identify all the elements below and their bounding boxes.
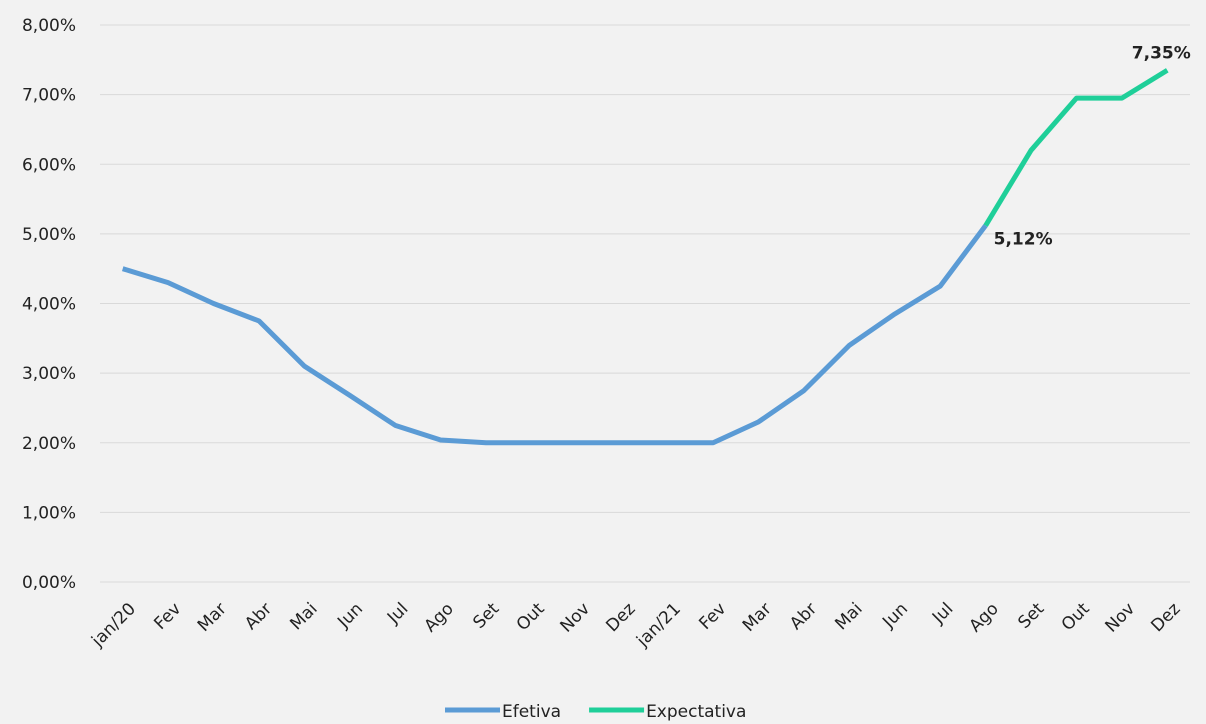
- x-tick-label: Mar: [194, 599, 231, 636]
- y-tick-label: 3,00%: [22, 364, 76, 384]
- x-tick-label: Nov: [556, 599, 594, 637]
- line: [983, 68, 1169, 227]
- x-tick-label: Jun: [878, 599, 912, 633]
- x-tick-label: Out: [513, 599, 549, 635]
- y-tick-label: 0,00%: [22, 573, 76, 593]
- data-label: 7,35%: [1132, 43, 1191, 63]
- line: [121, 224, 988, 446]
- x-tick-label: Abr: [241, 599, 276, 634]
- x-tick-label: Mar: [739, 599, 776, 636]
- y-tick-label: 2,00%: [22, 434, 76, 454]
- y-tick-label: 8,00%: [22, 16, 76, 36]
- x-tick-label: Fev: [695, 599, 730, 634]
- x-tick-label: jan/20: [87, 599, 140, 652]
- legend-label: Expectativa: [646, 702, 746, 722]
- y-tick-label: 1,00%: [22, 503, 76, 523]
- x-tick-label: Mai: [831, 599, 866, 634]
- x-tick-label: Ago: [965, 599, 1002, 636]
- x-tick-label: Mai: [286, 599, 321, 634]
- x-tick-label: Jul: [383, 599, 412, 628]
- y-tick-label: 6,00%: [22, 155, 76, 175]
- x-tick-label: Abr: [786, 599, 821, 634]
- x-tick-label: jan/21: [632, 599, 685, 652]
- x-tick-label: Ago: [420, 599, 457, 636]
- x-tick-label: Out: [1058, 599, 1094, 635]
- y-tick-label: 4,00%: [22, 295, 76, 315]
- x-tick-label: Fev: [150, 599, 185, 634]
- x-tick-label: Jul: [928, 599, 957, 628]
- x-tick-label: Nov: [1101, 599, 1139, 637]
- y-tick-label: 7,00%: [22, 86, 76, 106]
- y-tick-label: 5,00%: [22, 225, 76, 245]
- x-tick-label: Set: [1014, 599, 1048, 633]
- x-tick-label: Set: [469, 599, 503, 633]
- x-tick-label: Dez: [1147, 599, 1184, 636]
- data-label: 5,12%: [994, 230, 1053, 250]
- x-tick-label: Jun: [333, 599, 367, 633]
- x-tick-label: Dez: [602, 599, 639, 636]
- legend-label: Efetiva: [502, 702, 561, 722]
